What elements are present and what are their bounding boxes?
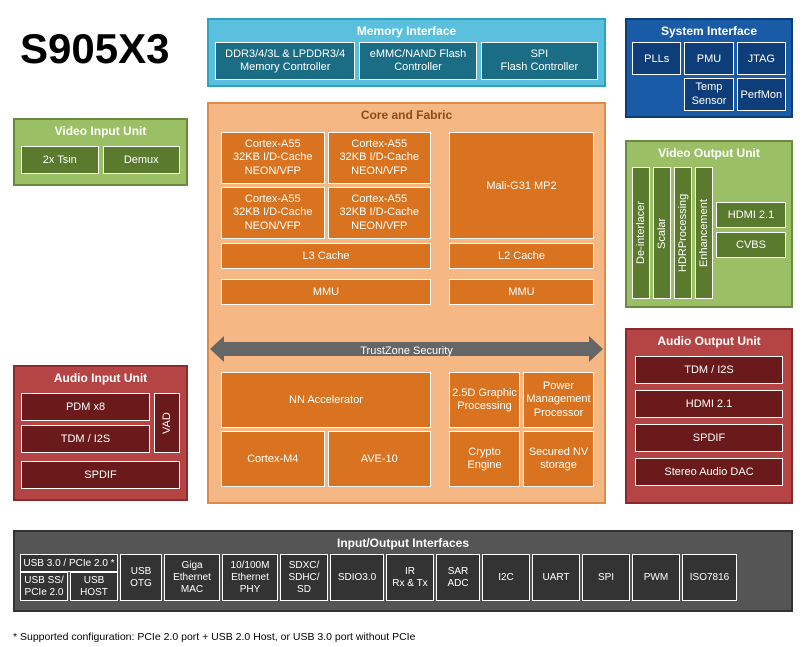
core-gpu: Mali-G31 MP2 — [449, 132, 594, 239]
io-spi: SPI — [582, 554, 630, 601]
io-usbotg: USB OTG — [120, 554, 162, 601]
core-nn: NN Accelerator — [221, 372, 431, 428]
ao-hdmi: HDMI 2.1 — [635, 390, 783, 418]
vo-enh: Enhancement — [695, 167, 713, 299]
footnote: * Supported configuration: PCIe 2.0 port… — [13, 631, 415, 643]
memory-cell-ddr: DDR3/4/3L & LPDDR3/4 Memory Controller — [215, 42, 355, 80]
vo-hdmi: HDMI 2.1 — [716, 202, 786, 228]
video-output-title: Video Output Unit — [627, 142, 791, 164]
vo-scalar: Scalar — [653, 167, 671, 299]
core-nv: Secured NV storage — [523, 431, 594, 487]
io-uart: UART — [532, 554, 580, 601]
ai-pdm: PDM x8 — [21, 393, 150, 421]
sysif-jtag: JTAG — [737, 42, 786, 75]
ai-vad: VAD — [154, 393, 180, 453]
io-giga: Giga Ethernet MAC — [164, 554, 220, 601]
core-a55-1: Cortex-A55 32KB I/D-Cache NEON/VFP — [328, 132, 432, 184]
core-title: Core and Fabric — [209, 104, 604, 126]
vo-hdr: HDRProcessing — [674, 167, 692, 299]
system-interface-block: System Interface PLLs PMU JTAG Temp Sens… — [625, 18, 793, 118]
video-output-block: Video Output Unit De-interlacer Scalar H… — [625, 140, 793, 308]
core-mmu-l: MMU — [221, 279, 431, 305]
io-sar: SAR ADC — [436, 554, 480, 601]
core-mmu-r: MMU — [449, 279, 594, 305]
video-in-tsin: 2x Tsin — [21, 146, 99, 174]
io-usbss: USB SS/ PCIe 2.0 — [20, 572, 68, 601]
core-fabric-block: Core and Fabric Cortex-A55 32KB I/D-Cach… — [207, 102, 606, 504]
core-l3: L3 Cache — [221, 243, 431, 269]
io-pwm: PWM — [632, 554, 680, 601]
io-10100: 10/100M Ethernet PHY — [222, 554, 278, 601]
audio-output-title: Audio Output Unit — [627, 330, 791, 352]
memory-cell-emmc: eMMC/NAND Flash Controller — [359, 42, 476, 80]
core-pmp: Power Management Processor — [523, 372, 594, 428]
chip-title: S905X3 — [20, 25, 169, 73]
memory-cell-spi: SPI Flash Controller — [481, 42, 598, 80]
io-i2c: I2C — [482, 554, 530, 601]
io-ir: IR Rx & Tx — [386, 554, 434, 601]
ai-spdif: SPDIF — [21, 461, 180, 489]
core-m4: Cortex-M4 — [221, 431, 325, 487]
video-input-title: Video Input Unit — [15, 120, 186, 142]
video-input-block: Video Input Unit 2x Tsin Demux — [13, 118, 188, 186]
memory-interface-title: Memory Interface — [209, 20, 604, 42]
system-interface-title: System Interface — [627, 20, 791, 42]
vo-deint: De-interlacer — [632, 167, 650, 299]
ai-tdm: TDM / I2S — [21, 425, 150, 453]
io-usb-group: USB 3.0 / PCIe 2.0 * USB SS/ PCIe 2.0 US… — [20, 554, 118, 601]
sysif-plls: PLLs — [632, 42, 681, 75]
io-block: Input/Output Interfaces USB 3.0 / PCIe 2… — [13, 530, 793, 612]
io-usbhost: USB HOST — [70, 572, 118, 601]
core-l2: L2 Cache — [449, 243, 594, 269]
ao-spdif: SPDIF — [635, 424, 783, 452]
core-a55-0: Cortex-A55 32KB I/D-Cache NEON/VFP — [221, 132, 325, 184]
video-in-demux: Demux — [103, 146, 181, 174]
io-iso: ISO7816 — [682, 554, 737, 601]
vo-cvbs: CVBS — [716, 232, 786, 258]
core-a55-3: Cortex-A55 32KB I/D-Cache NEON/VFP — [328, 187, 432, 239]
sysif-pmu: PMU — [684, 42, 733, 75]
trustzone-label: TrustZone Security — [207, 345, 606, 357]
io-sdxc: SDXC/ SDHC/ SD — [280, 554, 328, 601]
audio-input-block: Audio Input Unit PDM x8 TDM / I2S VAD SP… — [13, 365, 188, 501]
io-title: Input/Output Interfaces — [15, 532, 791, 554]
audio-input-title: Audio Input Unit — [15, 367, 186, 389]
ao-dac: Stereo Audio DAC — [635, 458, 783, 486]
sysif-temp: Temp Sensor — [684, 78, 733, 111]
ao-tdm: TDM / I2S — [635, 356, 783, 384]
core-25d: 2.5D Graphic Processing — [449, 372, 520, 428]
core-crypto: Crypto Engine — [449, 431, 520, 487]
sysif-perfmon: PerfMon — [737, 78, 786, 111]
io-sdio: SDIO3.0 — [330, 554, 384, 601]
core-a55-2: Cortex-A55 32KB I/D-Cache NEON/VFP — [221, 187, 325, 239]
core-ave: AVE-10 — [328, 431, 432, 487]
io-usb-head: USB 3.0 / PCIe 2.0 * — [20, 554, 118, 572]
memory-interface-block: Memory Interface DDR3/4/3L & LPDDR3/4 Me… — [207, 18, 606, 87]
audio-output-block: Audio Output Unit TDM / I2S HDMI 2.1 SPD… — [625, 328, 793, 504]
